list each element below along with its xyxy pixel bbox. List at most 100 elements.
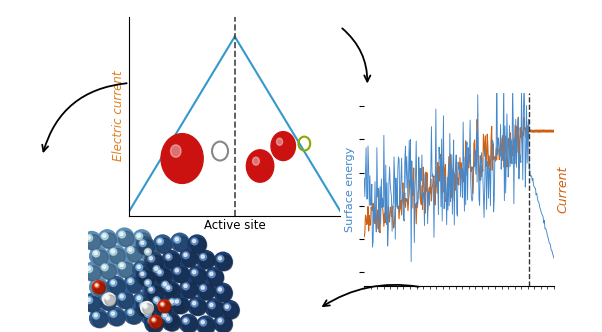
Circle shape	[90, 248, 108, 266]
Circle shape	[108, 308, 126, 326]
Circle shape	[174, 236, 181, 243]
Circle shape	[154, 236, 172, 254]
Circle shape	[162, 312, 177, 328]
Circle shape	[127, 278, 134, 285]
Circle shape	[161, 133, 203, 184]
Y-axis label: Surface energy: Surface energy	[345, 147, 355, 232]
Circle shape	[134, 230, 152, 248]
Circle shape	[175, 269, 179, 272]
Circle shape	[124, 306, 142, 324]
Circle shape	[208, 271, 215, 278]
Circle shape	[86, 266, 93, 273]
Circle shape	[150, 294, 169, 312]
Circle shape	[86, 266, 101, 281]
Circle shape	[170, 145, 181, 157]
Circle shape	[116, 260, 134, 278]
Circle shape	[200, 254, 215, 269]
Circle shape	[201, 286, 205, 289]
Circle shape	[153, 266, 160, 273]
Circle shape	[161, 303, 163, 305]
Circle shape	[108, 246, 126, 264]
Circle shape	[140, 302, 155, 317]
Circle shape	[184, 319, 187, 322]
Circle shape	[93, 312, 99, 319]
Circle shape	[191, 300, 206, 315]
Circle shape	[180, 315, 198, 332]
Circle shape	[206, 299, 224, 317]
Circle shape	[86, 297, 101, 312]
Circle shape	[119, 231, 134, 246]
Circle shape	[142, 246, 160, 264]
Circle shape	[189, 267, 206, 285]
Circle shape	[116, 229, 134, 247]
Circle shape	[157, 300, 172, 315]
Circle shape	[124, 275, 142, 292]
Circle shape	[157, 269, 163, 276]
Circle shape	[182, 252, 189, 259]
Circle shape	[133, 230, 150, 248]
Circle shape	[180, 250, 198, 268]
Circle shape	[142, 277, 160, 295]
Circle shape	[93, 281, 99, 288]
Circle shape	[154, 298, 172, 316]
Circle shape	[155, 267, 158, 270]
Circle shape	[193, 301, 196, 305]
Circle shape	[221, 300, 239, 318]
Circle shape	[84, 232, 101, 250]
Circle shape	[165, 285, 172, 291]
Circle shape	[111, 250, 114, 253]
Circle shape	[214, 252, 232, 270]
Circle shape	[90, 279, 108, 297]
Circle shape	[200, 319, 215, 332]
Circle shape	[127, 278, 143, 293]
Circle shape	[124, 244, 142, 262]
Circle shape	[166, 254, 181, 269]
Circle shape	[134, 293, 152, 311]
Circle shape	[136, 299, 154, 317]
Circle shape	[110, 311, 125, 326]
Circle shape	[129, 248, 132, 251]
Circle shape	[120, 232, 123, 236]
Circle shape	[103, 265, 106, 269]
Circle shape	[193, 239, 196, 243]
Circle shape	[219, 257, 222, 260]
Circle shape	[125, 276, 143, 293]
Circle shape	[84, 294, 101, 312]
Circle shape	[141, 301, 154, 314]
Circle shape	[148, 317, 155, 324]
Circle shape	[141, 277, 160, 294]
Circle shape	[200, 285, 215, 300]
Circle shape	[87, 236, 90, 239]
Circle shape	[210, 303, 213, 306]
Circle shape	[158, 301, 161, 305]
Circle shape	[140, 271, 155, 286]
Circle shape	[171, 233, 189, 251]
Circle shape	[162, 281, 177, 296]
Circle shape	[215, 284, 232, 302]
Circle shape	[105, 295, 116, 306]
Circle shape	[103, 296, 106, 300]
Circle shape	[107, 307, 125, 325]
Circle shape	[154, 235, 172, 253]
Circle shape	[171, 295, 189, 313]
Circle shape	[158, 300, 171, 313]
Circle shape	[154, 297, 172, 315]
Circle shape	[94, 314, 98, 317]
Circle shape	[137, 269, 155, 287]
Circle shape	[136, 237, 154, 255]
Circle shape	[174, 298, 189, 314]
Circle shape	[225, 305, 229, 308]
Circle shape	[137, 237, 155, 255]
Circle shape	[159, 309, 176, 327]
Circle shape	[205, 268, 223, 286]
Circle shape	[116, 291, 134, 309]
Circle shape	[82, 231, 101, 249]
Circle shape	[224, 304, 239, 319]
Circle shape	[175, 238, 179, 241]
Circle shape	[93, 312, 108, 328]
Circle shape	[107, 277, 125, 294]
Circle shape	[148, 287, 163, 302]
Circle shape	[167, 286, 170, 289]
Circle shape	[136, 295, 143, 302]
Circle shape	[188, 297, 206, 315]
